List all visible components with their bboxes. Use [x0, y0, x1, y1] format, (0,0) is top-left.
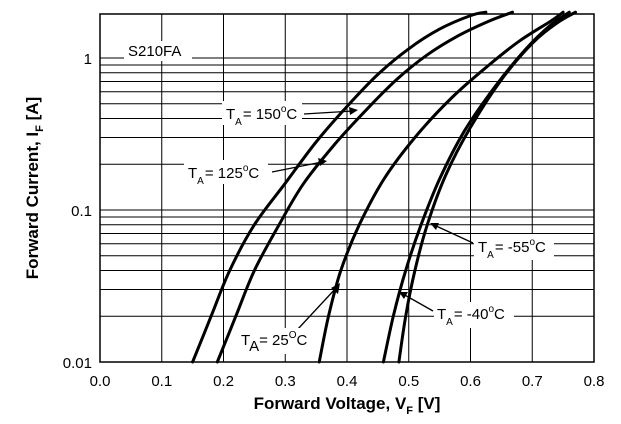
device-label-box [124, 41, 192, 61]
y-tick-label: 0.01 [63, 355, 92, 372]
y-axis-title: Forward Current, IF [A] [23, 97, 46, 279]
label-25c-deg: O [289, 330, 297, 341]
x-tick-label: 0.5 [398, 373, 419, 390]
label-m40c-text: TA= -40oC [437, 304, 505, 328]
label-m40c-sub: A [446, 317, 453, 328]
label-150c-val: = 150 [243, 106, 281, 123]
label-150c-text: TA= 150oC [226, 104, 297, 128]
pointer-150c [303, 110, 354, 115]
pointer-25c [296, 286, 338, 331]
y-axis-title-sub: F [34, 125, 46, 132]
y-tick-labels: 1 0.1 0.01 [63, 51, 92, 372]
x-tick-label: 0.1 [151, 373, 172, 390]
label-m55c: TA= -55oC [474, 234, 554, 261]
label-150c-unit: C [286, 106, 297, 123]
label-125c: TA= 125oC [184, 160, 268, 187]
label-125c-pre: T [188, 165, 197, 182]
label-150c: TA= 150oC [222, 101, 302, 128]
label-125c-sub: A [197, 176, 204, 187]
curve-series-4 [397, 10, 577, 364]
pointer-m55c-head [430, 223, 439, 230]
pointer-125c-head [318, 158, 327, 166]
label-25c-text: TA= 25OC [241, 330, 307, 355]
label-25c-val: = 25 [259, 332, 289, 349]
label-25c-pre: T [241, 332, 250, 349]
x-tick-label: 0.8 [584, 373, 605, 390]
y-tick-label: 0.1 [71, 203, 92, 220]
pointer-m55c [433, 224, 474, 244]
x-tick-label: 0.0 [90, 373, 111, 390]
x-axis-title-main: Forward Voltage, V [254, 394, 407, 413]
horizontal-gridlines [100, 57, 594, 317]
label-m40c: TA= -40oC [434, 302, 514, 328]
label-125c-bg [184, 160, 268, 184]
label-125c-text: TA= 125oC [188, 163, 259, 187]
label-25c-sub: A [249, 338, 259, 355]
y-tick-label: 1 [84, 51, 92, 68]
label-25c: TA= 25OC [237, 328, 317, 355]
x-tick-label: 0.4 [337, 373, 358, 390]
pointer-m40c [402, 293, 434, 312]
pointer-125c [271, 161, 323, 173]
x-tick-label: 0.6 [460, 373, 481, 390]
label-150c-bg [222, 101, 302, 125]
x-tick-label: 0.3 [275, 373, 296, 390]
label-m40c-deg: o [488, 304, 494, 315]
curves [191, 10, 577, 364]
label-25c-unit: C [296, 332, 307, 349]
device-label: S210FA [128, 43, 181, 60]
y-axis-title-unit: [A] [23, 97, 42, 125]
curve-series-0 [191, 10, 488, 364]
pointer-m40c-head [399, 292, 408, 299]
label-m55c-deg: o [529, 237, 535, 248]
label-m55c-bg [474, 234, 554, 260]
label-125c-deg: o [243, 163, 249, 174]
annotation-pointers [271, 107, 474, 331]
curve-series-2 [317, 10, 565, 364]
label-m40c-unit: C [494, 306, 505, 323]
label-150c-sub: A [235, 117, 242, 128]
label-25c-bg [237, 328, 317, 354]
label-m55c-unit: C [535, 239, 546, 256]
x-axis-title-sub: F [406, 405, 413, 417]
pointer-25c-head [331, 283, 340, 294]
label-m40c-val: = -40 [454, 306, 489, 323]
label-m55c-text: TA= -55oC [478, 237, 546, 261]
x-tick-labels: 0.0 0.1 0.2 0.3 0.4 0.5 0.6 0.7 0.8 [90, 373, 605, 390]
label-125c-val: = 125 [205, 165, 243, 182]
label-150c-pre: T [226, 106, 235, 123]
label-m55c-val: = -55 [495, 239, 530, 256]
x-tick-label: 0.2 [213, 373, 234, 390]
label-m40c-pre: T [437, 306, 446, 323]
x-axis-title-unit: [V] [413, 394, 440, 413]
curve-series-1 [215, 10, 514, 364]
x-tick-label: 0.7 [522, 373, 543, 390]
label-125c-unit: C [248, 165, 259, 182]
x-axis-title: Forward Voltage, VF [V] [254, 394, 441, 417]
label-150c-deg: o [281, 104, 287, 115]
label-m40c-bg [434, 302, 514, 328]
label-m55c-pre: T [478, 239, 487, 256]
pointer-150c-head [349, 107, 358, 115]
label-m55c-sub: A [487, 250, 494, 261]
y-axis-title-main: Forward Current, I [23, 132, 42, 279]
